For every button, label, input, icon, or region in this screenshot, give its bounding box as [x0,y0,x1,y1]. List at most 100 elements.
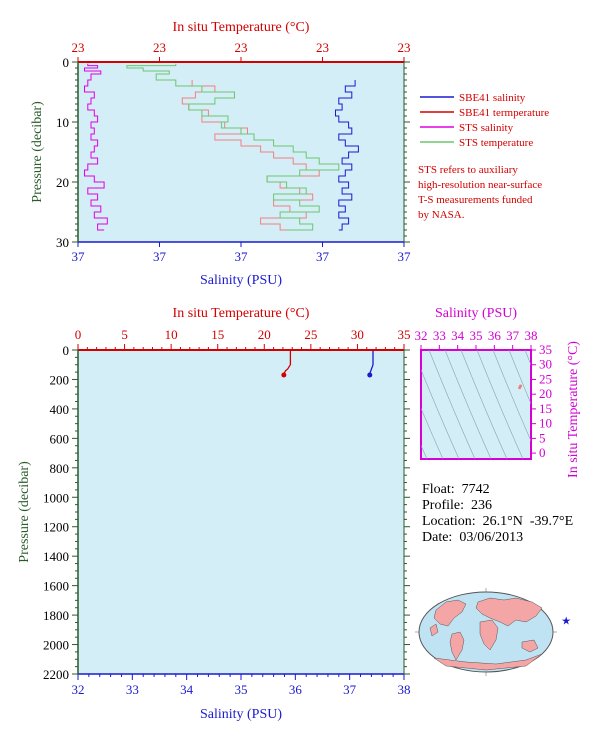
top-temperature-tick-label: 23 [316,40,329,55]
ts-point [518,386,522,390]
top-temperature-tick-label: 23 [153,40,166,55]
ts-temperature-tick-label: 35 [539,342,552,357]
ts-temperature-tick-label: 5 [539,430,546,445]
bottom-pressure-tick-label: 1800 [43,608,69,623]
ts-temperature-tick-label: 10 [539,416,552,431]
note-line: high-resolution near-surface [418,179,542,191]
top-temperature-axis-label: In situ Temperature (°C) [173,20,310,35]
top-series-line-3 [84,63,108,231]
bottom-pressure-tick-label: 600 [50,431,70,446]
bottom-plot-background [78,350,404,674]
map-land [429,597,543,671]
float-value: 7742 [461,482,490,497]
profile-label: Profile: [422,498,464,513]
ts-salinity-tick-label: 37 [506,328,520,343]
note-line: STS refers to auxiliary [418,164,518,176]
ts-salinity-tick-label: 33 [433,328,446,343]
bottom-pressure-tick-label: 1000 [43,490,69,505]
float-info-row: Float: 7742 [422,482,490,498]
top-temperature-tick-label: 23 [72,40,85,55]
bottom-series-line-1 [283,350,292,375]
bottom-salinity-tick-label: 38 [398,682,411,697]
ts-contour-line [508,350,531,405]
bottom-pressure-tick-label: 1600 [43,579,69,594]
bottom-temperature-tick-label: 25 [304,327,317,342]
top-pressure-tick-label: 30 [56,235,69,250]
ts-temperature-tick-label: 0 [539,445,546,460]
ts-contour-line [524,350,531,366]
legend-entry-label: SBE41 termperature [459,107,549,119]
top-salinity-tick-label: 37 [316,249,330,264]
top-series-line-4 [126,63,340,231]
legend-entry-label: STS temperature [459,137,533,149]
ts-contour-line [428,350,476,459]
location-label: Location: [422,514,476,529]
bottom-pressure-tick-label: 2200 [43,667,69,682]
ts-salinity-tick-label: 38 [525,328,538,343]
ts-temperature-tick-label: 30 [539,357,552,372]
top-salinity-tick-label: 37 [72,249,86,264]
top-salinity-tick-label: 37 [398,249,412,264]
bottom-salinity-tick-label: 35 [235,682,248,697]
bottom-series-line-2 [369,350,374,375]
ts-points [518,384,523,390]
bottom-temperature-tick-label: 10 [165,327,178,342]
ts-salinity-axis-label: Salinity (PSU) [435,306,517,321]
top-series-line-1 [335,80,359,231]
top-pressure-axis-label: Pressure (decibar) [30,101,45,203]
ts-temperature-tick-label: 25 [539,371,552,386]
note-line: by NASA. [418,209,465,221]
ts-salinity-tick-label: 36 [488,328,502,343]
top-salinity-axis-label: Salinity (PSU) [200,273,282,288]
ts-salinity-tick-label: 34 [451,328,465,343]
location-value: 26.1°N -39.7°E [482,514,574,529]
note-line: T-S measurements funded [418,194,533,206]
bottom-pressure-tick-label: 1400 [43,549,69,564]
bottom-pressure-tick-label: 800 [50,461,70,476]
bottom-temperature-tick-label: 30 [351,327,364,342]
bottom-salinity-tick-label: 33 [126,682,139,697]
top-plot: 23 23 23 23 23 37 37 37 37 37 0 10 20 30 In situ Temp… [30,20,411,288]
bottom-temperature-tick-label: 5 [121,327,128,342]
ts-contour-line [444,350,492,459]
top-plot-legend: SBE41 salinity SBE41 termperature STS sali… [420,92,549,149]
ts-contour-line [421,407,444,459]
bottom-salinity-tick-label: 32 [72,682,85,697]
bottom-pressure-axis-label: Pressure (decibar) [17,461,32,563]
ts-contour-line [492,350,531,442]
legend-entry-label: SBE41 salinity [459,92,526,104]
bottom-series-end-marker [367,372,373,378]
bottom-pressure-tick-label: 400 [50,402,70,417]
top-salinity-tick-label: 37 [153,249,167,264]
bottom-salinity-tick-label: 36 [289,682,303,697]
ts-contour-line [421,444,428,459]
map-graticule [415,588,557,676]
ts-contour-line [421,369,460,459]
top-pressure-tick-label: 20 [56,175,69,190]
bottom-series-end-marker [281,372,287,378]
bottom-pressure-tick-label: 0 [63,343,70,358]
bottom-plot: 0 5 10 15 20 25 30 35 32 33 34 35 36 37 38 0 200 400 600 80… [17,306,411,722]
date-label: Date: [422,530,453,545]
bottom-temperature-tick-label: 15 [211,327,224,342]
ts-temperature-tick-label: 20 [539,386,552,401]
bottom-salinity-tick-label: 34 [180,682,194,697]
bottom-temperature-axis-label: In situ Temperature (°C) [173,306,310,321]
float-label: Float: [422,482,455,497]
bottom-salinity-axis-label: Salinity (PSU) [200,707,282,722]
top-plot-axes: 23 23 23 23 23 37 37 37 37 37 0 10 20 30 [56,40,411,264]
date-info-row: Date: 03/06/2013 [422,530,523,546]
ts-temperature-tick-label: 15 [539,401,552,416]
top-pressure-tick-label: 0 [63,55,70,70]
legend-entry-label: STS salinity [459,122,514,134]
location-info-row: Location: 26.1°N -39.7°E [422,514,573,530]
bottom-plot-series [281,350,374,378]
ts-salinity-tick-label: 35 [470,328,483,343]
ts-contour-line [460,350,508,459]
bottom-pressure-tick-label: 2000 [43,638,69,653]
bottom-temperature-tick-label: 35 [398,327,411,342]
profile-info-row: Profile: 236 [422,498,492,514]
bottom-salinity-tick-label: 37 [343,682,357,697]
